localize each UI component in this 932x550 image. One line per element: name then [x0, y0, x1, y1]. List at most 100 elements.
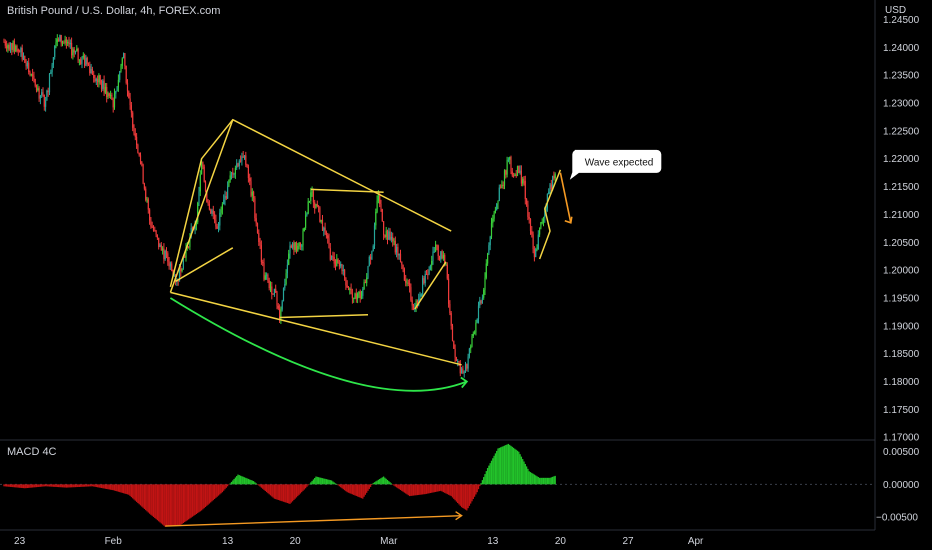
macd-bar: [280, 484, 282, 501]
candle-body: [6, 45, 8, 49]
macd-bar: [137, 484, 139, 504]
macd-bar: [431, 484, 433, 493]
macd-bar: [442, 484, 445, 493]
candle-body: [355, 293, 357, 299]
indicator-title[interactable]: MACD 4C: [7, 446, 57, 458]
symbol-title[interactable]: British Pound / U.S. Dollar, 4h, FOREX.c…: [7, 5, 221, 17]
candle-body: [476, 319, 478, 323]
candle-body: [284, 284, 286, 289]
price-tick-label: 1.20000: [883, 266, 920, 277]
macd-bar: [398, 484, 400, 490]
macd-bar: [264, 484, 266, 491]
macd-bar: [87, 484, 90, 487]
macd-bar: [375, 481, 377, 485]
callout-box[interactable]: [569, 149, 662, 180]
candle-body: [133, 127, 135, 134]
macd-bar: [155, 484, 157, 520]
candle-body: [111, 94, 113, 100]
candle-body: [405, 280, 407, 283]
candle-body: [210, 209, 212, 214]
macd-bar: [121, 484, 123, 493]
macd-bar: [104, 484, 107, 489]
price-tick-label: 1.21500: [883, 182, 920, 193]
candle-body: [81, 57, 83, 64]
macd-bar: [38, 484, 40, 487]
candle-body: [347, 287, 350, 291]
candle-body: [214, 213, 216, 220]
candle-body: [201, 162, 203, 175]
candle-body: [457, 360, 459, 362]
candle-body: [445, 264, 447, 266]
macd-bar: [540, 477, 542, 485]
macd-bar: [520, 456, 523, 485]
pattern-line[interactable]: [175, 247, 234, 282]
macd-bar: [109, 484, 112, 490]
macd-bar: [523, 461, 525, 485]
candle-body: [115, 91, 117, 94]
macd-bar: [289, 484, 291, 504]
candle-body: [167, 253, 169, 262]
candle-body: [11, 43, 13, 50]
candle-body: [293, 243, 295, 250]
macd-bar: [242, 476, 244, 485]
pattern-line[interactable]: [310, 188, 384, 193]
macd-bar: [22, 484, 25, 489]
pattern-line[interactable]: [169, 119, 234, 287]
macd-bar: [226, 484, 229, 487]
macd-bar: [276, 484, 278, 500]
candle-body: [228, 180, 230, 187]
macd-bar: [56, 484, 58, 488]
divergence-arrow[interactable]: [165, 515, 462, 527]
macd-bar: [278, 484, 281, 501]
pattern-line[interactable]: [279, 313, 369, 319]
candle-body: [289, 245, 291, 254]
candle-body: [494, 209, 496, 214]
macd-bar: [468, 484, 471, 506]
macd-bar: [12, 484, 14, 488]
candle-body: [524, 180, 526, 200]
macd-bar: [541, 477, 543, 485]
price-tick-label: 1.22500: [883, 126, 920, 137]
pattern-line[interactable]: [538, 169, 562, 260]
projection-arrow[interactable]: [559, 172, 572, 223]
candle-body: [85, 58, 87, 66]
macd-bar: [47, 484, 49, 487]
macd-bar: [364, 484, 367, 495]
macd-bar: [345, 484, 347, 492]
macd-bar: [37, 484, 39, 488]
macd-bar: [537, 477, 539, 485]
candle-body: [485, 263, 487, 278]
macd-bar: [247, 478, 250, 485]
pattern-line[interactable]: [414, 261, 447, 310]
arc-curve[interactable]: [169, 297, 468, 392]
macd-bar: [11, 484, 13, 488]
candle-body: [150, 220, 152, 227]
candle-body: [333, 257, 335, 264]
macd-bar: [310, 482, 312, 485]
candle-body: [376, 200, 378, 212]
candle-body: [120, 65, 122, 72]
macd-bar: [410, 484, 412, 496]
macd-bar: [67, 484, 69, 488]
wedge-lower-line[interactable]: [170, 291, 462, 366]
macd-bar: [286, 484, 289, 504]
macd-bar: [320, 477, 322, 485]
candle-body: [536, 249, 538, 251]
macd-bar: [271, 484, 273, 497]
macd-bar: [308, 483, 311, 485]
macd-bar: [221, 484, 224, 493]
macd-bar: [373, 482, 376, 485]
macd-bar: [446, 484, 448, 495]
candle-body: [327, 235, 329, 239]
macd-bar: [346, 484, 348, 493]
candle-body: [424, 273, 426, 283]
macd-bar: [206, 484, 208, 506]
macd-bar: [139, 484, 142, 506]
candle-body: [390, 236, 392, 240]
macd-bar: [48, 484, 51, 487]
macd-bar: [25, 484, 27, 489]
macd-bar: [230, 481, 233, 485]
macd-bar: [232, 480, 234, 485]
candle-body: [17, 49, 19, 52]
